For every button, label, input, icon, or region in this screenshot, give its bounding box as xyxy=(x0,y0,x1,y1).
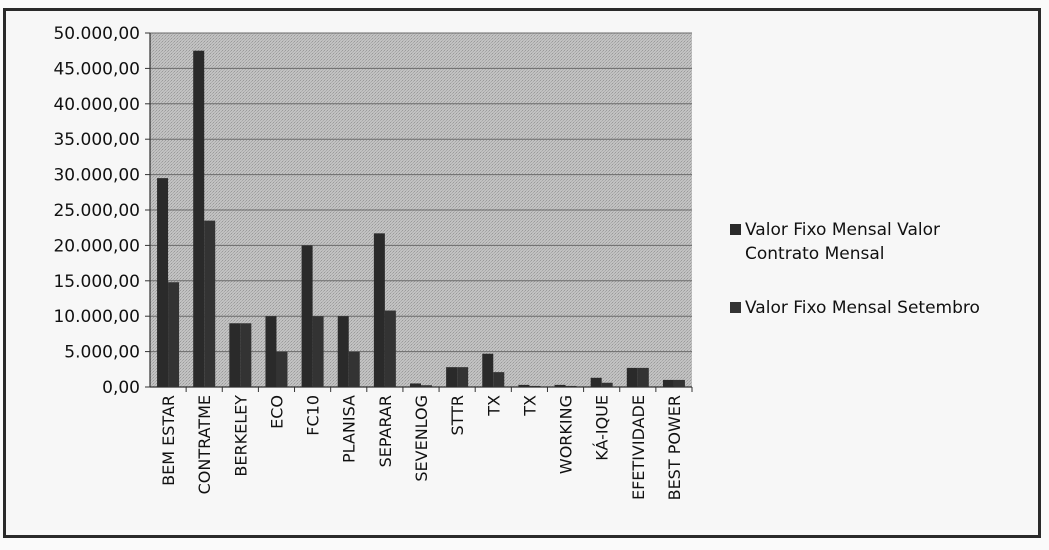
chart-frame: 0,00 5.000,00 10.000,00 15.000,00 20.000,00 2… xyxy=(3,8,1041,538)
legend-label-series-1: Contrato Mensal xyxy=(745,244,885,264)
bar-series-1 xyxy=(229,323,241,387)
bar-series-1 xyxy=(265,316,277,387)
y-tick-label: 5.000,00 xyxy=(64,343,140,363)
y-tick-label: 25.000,00 xyxy=(53,201,140,221)
bar-series-1 xyxy=(518,384,530,387)
y-tick-label: 35.000,00 xyxy=(53,130,140,150)
bar-series-1 xyxy=(157,178,169,387)
category-label: SEVENLOG xyxy=(412,395,431,482)
legend-label-series-1: Valor Fixo Mensal Valor xyxy=(745,220,940,240)
y-tick-label: 15.000,00 xyxy=(53,272,140,292)
category-label: KÁ-IQUE xyxy=(593,395,612,461)
bar-series-2 xyxy=(168,282,180,387)
bar-series-2 xyxy=(457,367,469,387)
y-tick-label: 0,00 xyxy=(102,378,140,398)
bar-series-2 xyxy=(276,351,288,387)
category-label: TX xyxy=(484,395,503,417)
bar-chart: 0,00 5.000,00 10.000,00 15.000,00 20.000,00 2… xyxy=(53,24,980,500)
category-label: BERKELEY xyxy=(231,395,250,477)
category-label: WORKING xyxy=(557,395,576,474)
y-tick-label: 45.000,00 xyxy=(53,59,140,79)
legend-swatch-series-2 xyxy=(730,302,741,313)
bar-series-2 xyxy=(673,379,685,387)
bar-series-2 xyxy=(384,310,396,387)
bar-series-1 xyxy=(662,379,674,387)
bar-series-2 xyxy=(493,372,505,387)
bar-series-1 xyxy=(301,245,313,387)
category-label: EFETIVIDADE xyxy=(629,395,648,500)
bar-series-2 xyxy=(601,382,613,387)
y-tick-label: 10.000,00 xyxy=(53,307,140,327)
category-label: FC10 xyxy=(304,395,323,436)
category-label: PLANISA xyxy=(340,395,359,463)
bar-series-2 xyxy=(421,385,432,387)
y-tick-label: 40.000,00 xyxy=(53,95,140,115)
bar-series-2 xyxy=(529,385,541,387)
bar-series-1 xyxy=(410,383,421,387)
bar-series-1 xyxy=(482,353,494,387)
bar-series-1 xyxy=(626,367,638,387)
bar-series-1 xyxy=(373,233,385,387)
category-label: ECO xyxy=(267,395,286,429)
bar-series-2 xyxy=(637,367,649,387)
y-tick-label: 50.000,00 xyxy=(53,24,140,44)
y-tick-label: 30.000,00 xyxy=(53,166,140,186)
category-label: CONTRATME xyxy=(195,395,214,494)
bar-series-1 xyxy=(446,367,458,387)
category-label: STTR xyxy=(448,395,467,436)
category-label: BEM ESTAR xyxy=(159,395,178,486)
bar-series-2 xyxy=(204,220,216,387)
category-label: BEST POWER xyxy=(665,395,684,500)
category-label: SEPARAR xyxy=(376,395,395,467)
legend-label-series-2: Valor Fixo Mensal Setembro xyxy=(745,298,980,318)
bar-series-2 xyxy=(348,351,360,387)
bar-series-1 xyxy=(337,316,349,387)
bar-series-2 xyxy=(565,385,577,387)
bar-series-2 xyxy=(312,316,324,387)
bar-series-2 xyxy=(240,323,252,387)
y-tick-label: 20.000,00 xyxy=(53,236,140,256)
bar-series-1 xyxy=(554,384,566,387)
bar-series-1 xyxy=(590,377,602,387)
bar-series-1 xyxy=(193,50,205,387)
category-label: TX xyxy=(520,395,539,417)
legend-swatch-series-1 xyxy=(730,224,741,235)
